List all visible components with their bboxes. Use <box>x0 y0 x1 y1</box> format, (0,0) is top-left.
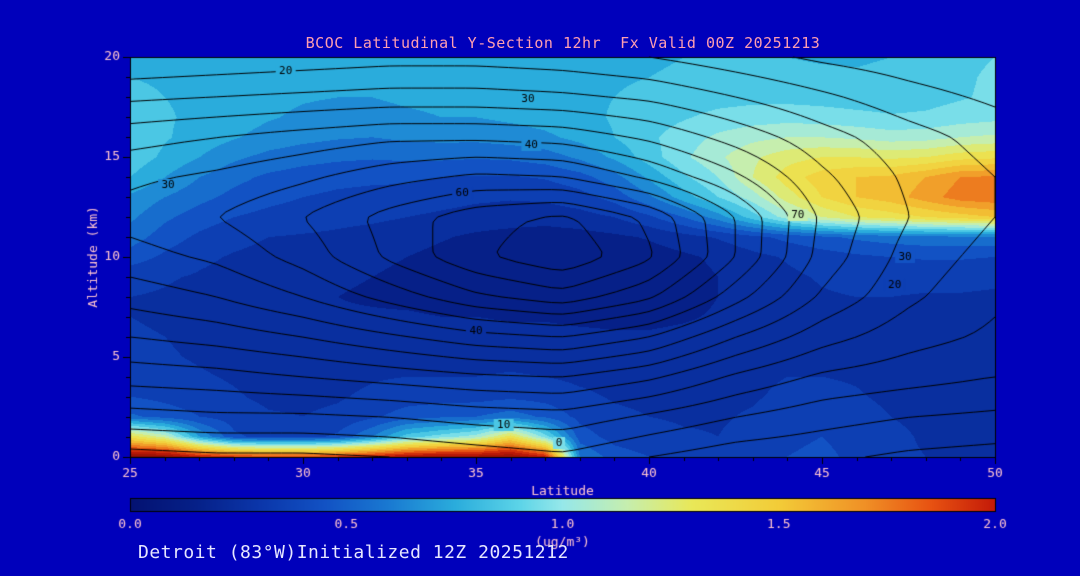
station-init-text: Detroit (83°W)Initialized 12Z 20251212 <box>138 542 569 563</box>
chart-title: BCOC Latitudinal Y-Section 12hr Fx Valid… <box>305 34 821 52</box>
